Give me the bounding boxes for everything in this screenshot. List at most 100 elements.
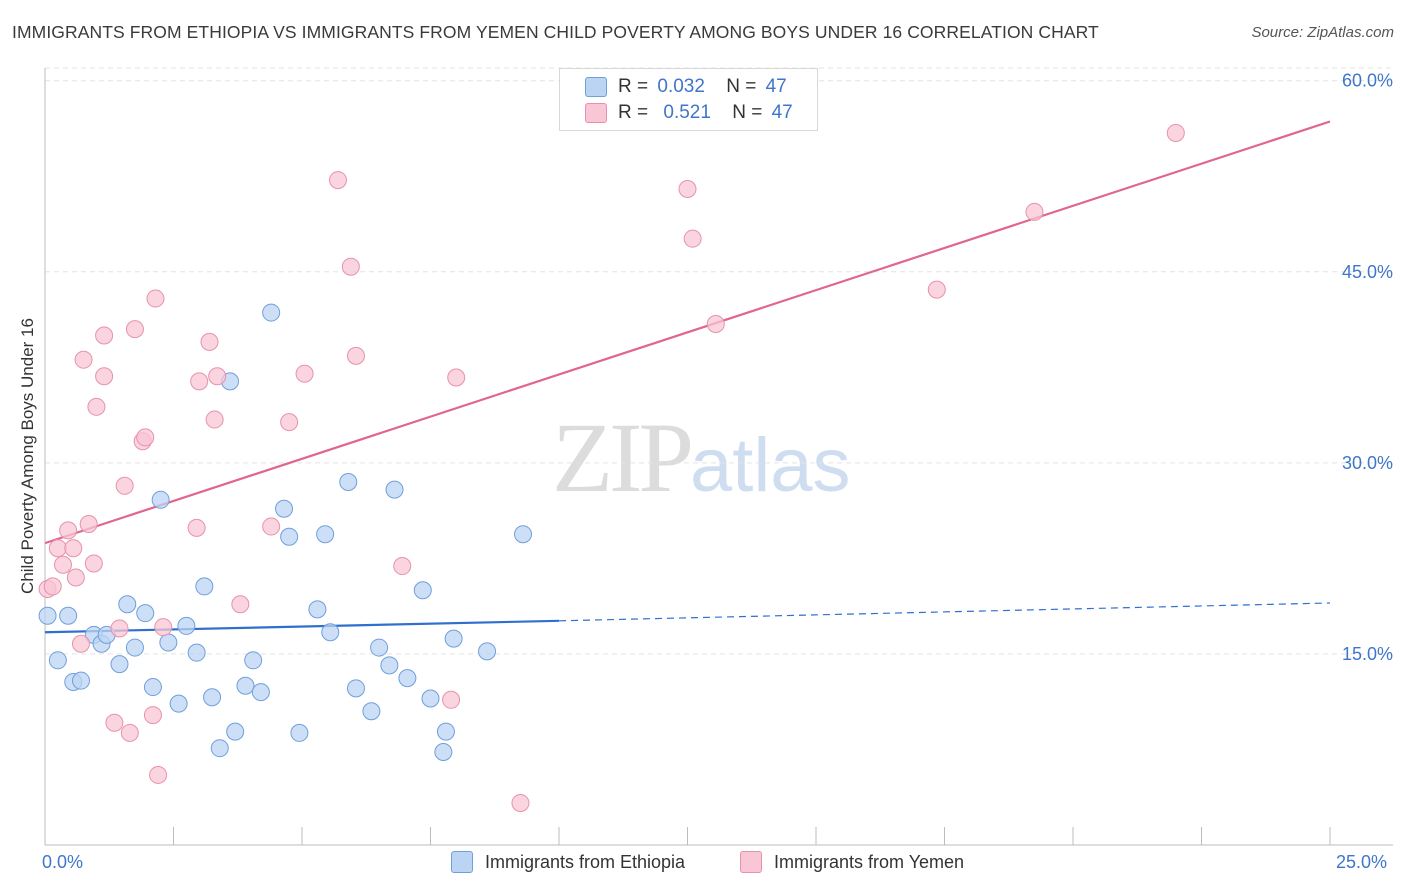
series-swatch-ethiopia <box>451 851 473 873</box>
point-yemen <box>48 539 67 558</box>
point-ethiopia <box>118 595 137 614</box>
point-yemen <box>208 367 227 386</box>
trend-line-ethiopia <box>44 619 560 634</box>
point-yemen <box>280 413 299 432</box>
point-yemen <box>149 765 168 784</box>
point-ethiopia <box>385 480 404 499</box>
point-ethiopia <box>380 656 399 675</box>
point-ethiopia <box>110 655 129 674</box>
series-name-ethiopia: Immigrants from Ethiopia <box>485 851 686 872</box>
legend-n-value: 47 <box>765 76 787 97</box>
point-ethiopia <box>280 527 299 546</box>
point-ethiopia <box>339 472 358 491</box>
point-yemen <box>110 619 129 638</box>
point-ethiopia <box>59 606 78 625</box>
series-swatch-yemen <box>740 851 762 873</box>
point-yemen <box>328 171 347 190</box>
point-yemen <box>115 476 134 495</box>
point-yemen <box>105 713 124 732</box>
y-tick-labels: 15.0% 30.0% 45.0% 60.0% <box>1342 71 1393 664</box>
point-ethiopia <box>143 678 162 697</box>
point-yemen <box>262 517 281 536</box>
point-ethiopia <box>478 642 497 661</box>
y-tick-label: 45.0% <box>1342 262 1393 282</box>
point-ethiopia <box>187 643 206 662</box>
point-ethiopia <box>38 606 57 625</box>
point-ethiopia <box>370 638 389 657</box>
point-yemen <box>146 289 165 308</box>
trend-line-ethiopia-extension <box>558 602 1331 622</box>
point-ethiopia <box>125 638 144 657</box>
legend-r-label: R = <box>618 102 649 123</box>
legend-r-label: R = <box>618 76 649 97</box>
point-ethiopia <box>444 629 463 648</box>
point-ethiopia <box>71 671 90 690</box>
grid-lines <box>45 67 1393 655</box>
y-tick-label: 60.0% <box>1342 71 1393 91</box>
watermark-atlas: atlas <box>690 423 851 508</box>
point-ethiopia <box>226 722 245 741</box>
point-ethiopia <box>436 722 455 741</box>
point-ethiopia <box>398 669 417 688</box>
point-yemen <box>95 367 114 386</box>
legend-swatch-yemen <box>585 103 607 123</box>
point-yemen <box>447 368 466 387</box>
point-ethiopia <box>262 303 281 322</box>
point-yemen <box>66 568 85 587</box>
point-yemen <box>84 554 103 573</box>
point-yemen <box>295 364 314 383</box>
point-yemen <box>136 428 155 447</box>
point-yemen <box>43 577 62 596</box>
point-yemen <box>706 315 725 334</box>
trend-lines <box>44 120 1331 634</box>
point-yemen <box>393 557 412 576</box>
point-ethiopia <box>159 633 178 652</box>
legend-n-label: N = <box>726 76 757 97</box>
point-yemen <box>683 229 702 248</box>
x-tick-label-min: 0.0% <box>42 852 84 872</box>
point-ethiopia <box>169 694 188 713</box>
point-ethiopia <box>151 490 170 509</box>
watermark-zip: ZIP <box>552 402 694 513</box>
legend-text-ethiopia: R = 0.032 N = 47 <box>618 76 787 98</box>
point-ethiopia <box>210 739 229 758</box>
point-ethiopia <box>316 525 335 544</box>
legend-r-value: 0.032 <box>657 76 705 97</box>
legend-text-yemen: R = 0.521 N = 47 <box>618 102 793 124</box>
point-ethiopia <box>346 679 365 698</box>
point-ethiopia <box>195 577 214 596</box>
point-yemen <box>190 372 209 391</box>
point-yemen <box>1166 123 1185 142</box>
y-tick-label: 15.0% <box>1342 644 1393 664</box>
point-yemen <box>231 595 250 614</box>
point-yemen <box>125 320 144 339</box>
axes <box>44 68 1393 846</box>
y-tick-label: 30.0% <box>1342 453 1393 473</box>
data-points <box>38 123 1185 812</box>
point-yemen <box>87 397 106 416</box>
point-ethiopia <box>421 689 440 708</box>
point-yemen <box>678 180 697 199</box>
point-ethiopia <box>308 600 327 619</box>
series-legend-ethiopia: Immigrants from Ethiopia <box>451 851 685 873</box>
point-ethiopia <box>136 604 155 623</box>
point-yemen <box>53 555 72 574</box>
y-axis-label: Child Poverty Among Boys Under 16 <box>18 318 37 594</box>
point-yemen <box>79 515 98 534</box>
point-ethiopia <box>244 651 263 670</box>
point-yemen <box>154 618 173 637</box>
point-yemen <box>71 634 90 653</box>
point-ethiopia <box>177 616 196 635</box>
point-yemen <box>341 257 360 276</box>
point-yemen <box>205 410 224 429</box>
legend-n-value: 47 <box>771 102 793 123</box>
point-ethiopia <box>48 651 67 670</box>
point-ethiopia <box>251 683 270 702</box>
point-yemen <box>59 521 78 540</box>
chart-source: Source: ZipAtlas.com <box>1251 24 1394 41</box>
point-ethiopia <box>413 581 432 600</box>
legend-swatch-ethiopia <box>585 77 607 97</box>
point-yemen <box>120 723 139 742</box>
point-yemen <box>95 326 114 345</box>
